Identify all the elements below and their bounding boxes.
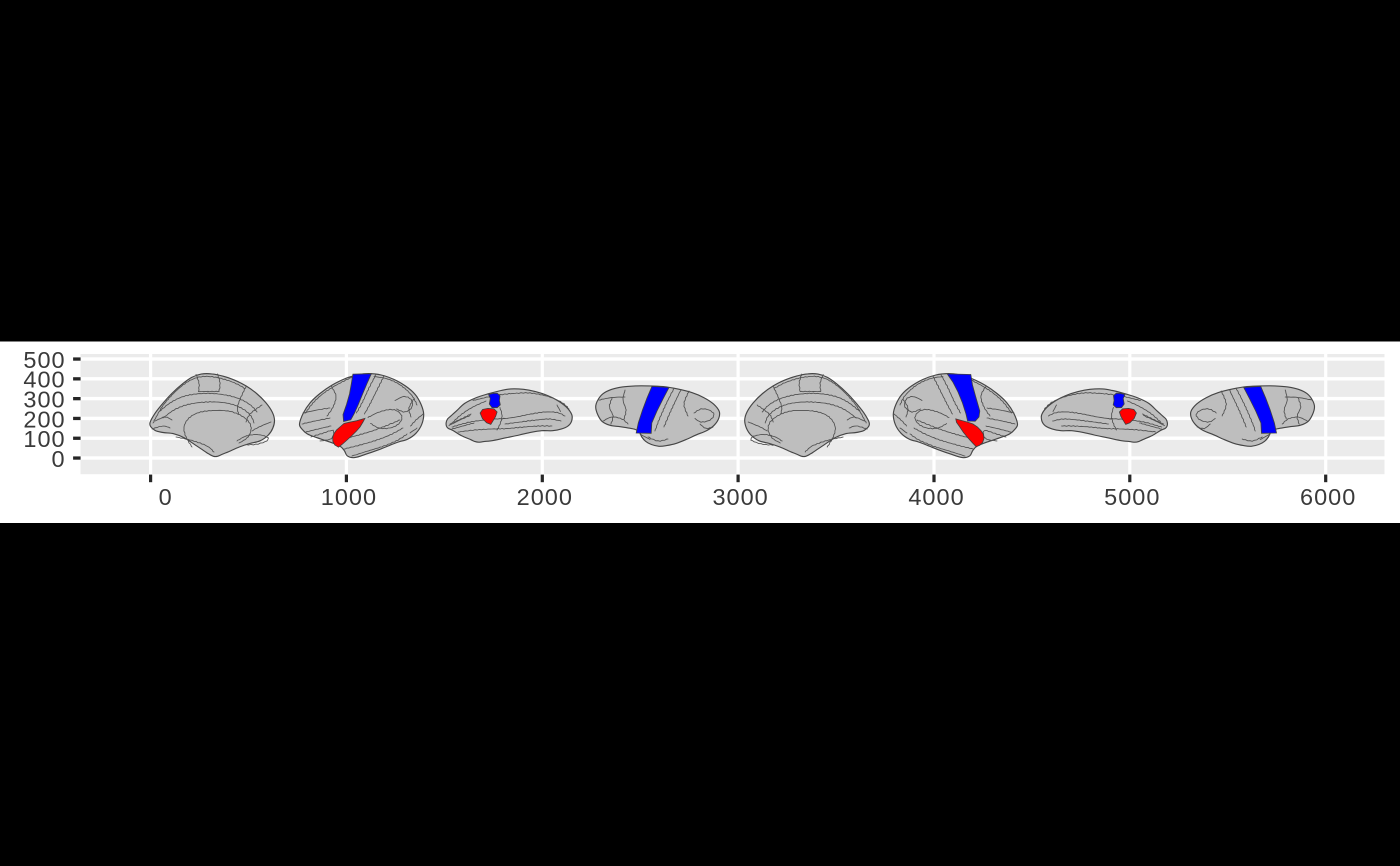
svg-text:0: 0 [159,484,173,510]
svg-text:100: 100 [23,426,65,452]
svg-text:1000: 1000 [321,484,377,510]
svg-text:200: 200 [23,406,65,432]
svg-text:400: 400 [23,367,65,393]
svg-text:0: 0 [52,446,66,472]
svg-text:6000: 6000 [1300,484,1356,510]
svg-text:2000: 2000 [517,484,573,510]
svg-text:500: 500 [23,347,65,373]
svg-text:3000: 3000 [712,484,768,510]
svg-text:300: 300 [23,387,65,413]
svg-text:5000: 5000 [1104,484,1160,510]
svg-text:4000: 4000 [908,484,964,510]
